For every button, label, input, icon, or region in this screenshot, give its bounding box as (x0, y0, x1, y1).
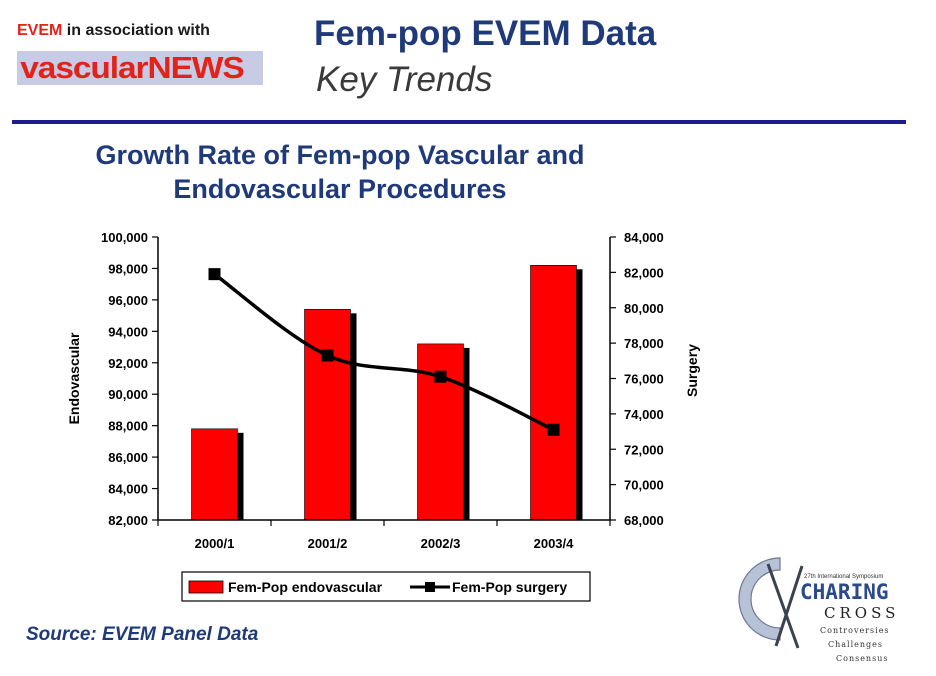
y2-axis-title: Surgery (684, 344, 700, 397)
cx-logo-symposium: 27th International Symposium (804, 574, 883, 580)
left-tick-label: 82,000 (108, 513, 148, 528)
right-tick-label: 78,000 (624, 336, 664, 351)
charing-cross-logo: 27th International Symposium CHARING CRO… (738, 557, 899, 663)
cx-logo-c-mark (738, 557, 781, 641)
right-tick-label: 70,000 (624, 478, 664, 493)
left-tick-label: 88,000 (108, 419, 148, 434)
y-axis-title: Endovascular (66, 332, 82, 424)
bar (417, 343, 464, 521)
right-tick-label: 72,000 (624, 442, 664, 457)
right-tick-label: 82,000 (624, 265, 664, 280)
legend (181, 571, 591, 602)
evem-label: EVEM (17, 22, 63, 39)
cx-logo-x-mark (766, 563, 804, 649)
legend-line-marker (425, 582, 435, 592)
surgery-marker (208, 268, 221, 281)
left-tick-label: 86,000 (108, 450, 148, 465)
x-tick-label: 2000/1 (195, 536, 235, 551)
header-divider (12, 120, 906, 124)
association-text: EVEM in association with (17, 22, 210, 40)
bar (191, 428, 238, 521)
legend-bar-swatch (188, 580, 224, 594)
cx-logo-challenges: Challenges (828, 640, 883, 649)
bar (304, 309, 351, 521)
cx-logo-cross: CROSS (824, 604, 899, 622)
left-tick-label: 84,000 (108, 482, 148, 497)
page-subtitle: Key Trends (316, 60, 493, 99)
cx-logo-charing: CHARING (800, 580, 889, 604)
surgery-marker (321, 349, 334, 362)
left-tick-label: 98,000 (108, 261, 148, 276)
x-tick-label: 2003/4 (534, 536, 575, 551)
surgery-marker (434, 370, 447, 383)
legend-label-surgery: Fem-Pop surgery (452, 579, 567, 595)
x-tick-label: 2001/2 (308, 536, 348, 551)
left-tick-label: 94,000 (108, 324, 148, 339)
cx-logo-consensus: Consensus (836, 654, 888, 663)
legend-label-endovascular: Fem-Pop endovascular (228, 579, 383, 595)
left-tick-label: 100,000 (101, 230, 148, 245)
cx-logo-controversies: Controversies (820, 626, 890, 635)
right-tick-label: 76,000 (624, 372, 664, 387)
right-tick-label: 68,000 (624, 513, 664, 528)
left-tick-label: 90,000 (108, 387, 148, 402)
surgery-line (213, 272, 555, 432)
page-title: Fem-pop EVEM Data (314, 14, 657, 53)
vascular-news-logo-text: vascularNEWS (20, 51, 244, 85)
left-tick-label: 96,000 (108, 293, 148, 308)
right-tick-label: 84,000 (624, 230, 664, 245)
bar (530, 264, 577, 521)
left-tick-label: 92,000 (108, 356, 148, 371)
x-tick-label: 2002/3 (421, 536, 461, 551)
chart-title: Growth Rate of Fem-pop Vascular and Endo… (95, 140, 585, 204)
right-tick-label: 74,000 (624, 407, 664, 422)
surgery-marker (547, 423, 560, 436)
vascular-news-logo: vascularNEWS (17, 51, 263, 85)
association-suffix: in association with (62, 22, 210, 39)
right-tick-label: 80,000 (624, 301, 664, 316)
source-note: Source: EVEM Panel Data (26, 624, 259, 645)
